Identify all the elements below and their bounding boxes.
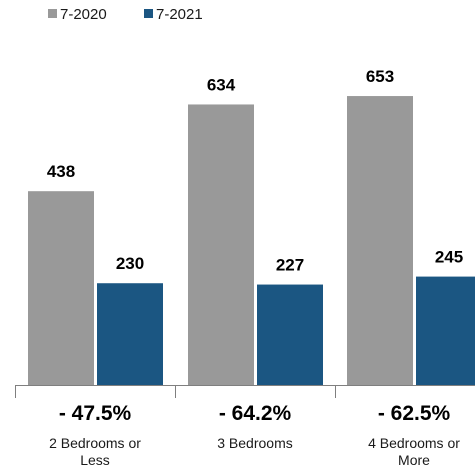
- legend: 7-2020 7-2021: [48, 6, 203, 23]
- legend-swatch-2: [144, 9, 153, 18]
- value-label-series2-cat3: 245: [435, 248, 463, 267]
- change-label-cat1: - 47.5%: [59, 402, 132, 425]
- value-label-series1-cat1: 438: [47, 162, 75, 181]
- category-label-cat2-line1: 3 Bedrooms: [217, 435, 292, 451]
- bar-series2-cat2: [257, 284, 323, 385]
- value-labels: 438 634 653 230 227 245: [47, 67, 463, 275]
- x-axis: [15, 385, 475, 398]
- bar-series2-cat1: [97, 283, 163, 385]
- value-label-series1-cat2: 634: [207, 75, 236, 94]
- category-label-cat1-line1: 2 Bedrooms or: [49, 435, 141, 451]
- legend-swatch-1: [48, 9, 57, 18]
- bar-series2-cat3: [416, 276, 475, 385]
- change-labels: - 47.5% - 64.2% - 62.5%: [59, 402, 451, 425]
- bars: [28, 96, 475, 386]
- value-label-series2-cat2: 227: [276, 256, 304, 275]
- bar-series1-cat2: [188, 104, 254, 385]
- category-label-cat3-line1: 4 Bedrooms or: [368, 435, 460, 451]
- bar-series1-cat3: [347, 96, 413, 386]
- legend-label-2: 7-2021: [156, 6, 203, 23]
- category-label-cat3-line2: More: [398, 452, 430, 468]
- category-label-cat1-line2: Less: [80, 452, 110, 468]
- value-label-series2-cat1: 230: [116, 254, 144, 273]
- bar-series1-cat1: [28, 191, 94, 385]
- legend-label-1: 7-2020: [60, 6, 107, 23]
- value-label-series1-cat3: 653: [366, 67, 394, 86]
- change-label-cat2: - 64.2%: [219, 402, 292, 425]
- change-label-cat3: - 62.5%: [378, 402, 451, 425]
